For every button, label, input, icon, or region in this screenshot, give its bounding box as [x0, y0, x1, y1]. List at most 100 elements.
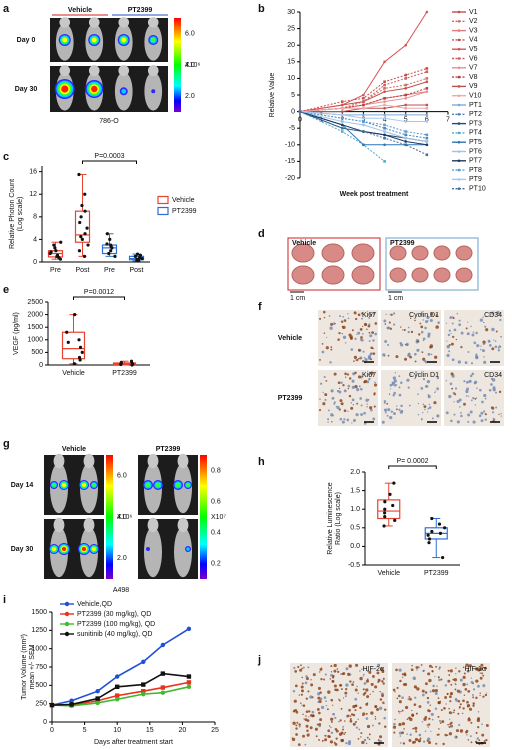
mouse: [50, 462, 68, 514]
y-tick-label: 1000: [31, 646, 47, 653]
cell: [448, 674, 451, 676]
series-line: [299, 67, 428, 113]
cell: [481, 400, 484, 404]
cell: [479, 667, 482, 670]
colorbar-unit: X10⁶: [117, 514, 132, 521]
cell: [448, 329, 451, 332]
cell: [485, 328, 489, 332]
marker: [383, 83, 386, 87]
cell: [458, 323, 462, 327]
cell: [393, 391, 397, 395]
panel-label: c: [3, 151, 9, 163]
marker: [404, 97, 408, 100]
cell: [451, 387, 454, 390]
cell: [357, 375, 362, 379]
cell: [367, 398, 370, 401]
cell: [359, 397, 363, 400]
cell: [351, 329, 354, 332]
cell: [381, 702, 384, 704]
cell: [408, 739, 412, 742]
cell: [435, 742, 438, 745]
series-line: [299, 111, 428, 156]
cell: [466, 700, 469, 704]
cell: [337, 381, 341, 385]
cell: [377, 743, 381, 746]
cell: [411, 709, 413, 712]
signal: [81, 546, 87, 552]
series-line: [300, 104, 427, 113]
cell: [298, 725, 301, 728]
cell: [491, 347, 495, 351]
cell: [472, 702, 475, 705]
cell: [481, 349, 485, 353]
cell: [382, 353, 386, 357]
cell: [373, 383, 378, 387]
cell: [458, 398, 462, 402]
cell: [374, 716, 377, 718]
legend-label: V9: [469, 83, 478, 90]
cell: [500, 335, 502, 338]
legend-marker: [457, 57, 461, 60]
cell: [382, 702, 385, 705]
marker: [425, 153, 429, 157]
marker: [425, 120, 429, 123]
group-label: PT2399: [390, 240, 415, 247]
cell: [424, 408, 426, 411]
cell: [356, 333, 358, 335]
cell: [379, 691, 381, 693]
cell: [394, 691, 396, 693]
cell: [475, 353, 478, 356]
cell: [477, 726, 480, 729]
cell: [346, 373, 350, 376]
data-point: [83, 232, 87, 236]
cell: [362, 688, 365, 691]
cell: [360, 336, 363, 339]
cell: [340, 320, 344, 323]
data-point: [426, 533, 430, 537]
cell: [478, 388, 482, 392]
cell: [479, 318, 483, 322]
cell: [482, 340, 486, 344]
tumor: [455, 245, 473, 261]
x-tick-label: Vehicle: [377, 570, 400, 577]
cell: [491, 384, 493, 386]
cell: [371, 331, 374, 335]
cell: [452, 315, 454, 318]
marker: [362, 93, 365, 97]
cell: [480, 411, 484, 415]
cell: [428, 678, 432, 683]
colorbar-tick-label: 0.4: [211, 529, 221, 536]
cell: [368, 738, 371, 741]
cell: [330, 673, 334, 677]
cell: [450, 332, 452, 335]
scale-label: 1 cm: [388, 295, 403, 302]
cell: [407, 326, 410, 329]
cell: [356, 402, 359, 405]
cell: [467, 718, 471, 722]
cell: [441, 720, 445, 724]
cell: [338, 720, 340, 723]
signal: [146, 547, 150, 551]
legend-marker: [457, 20, 461, 23]
mouse-head: [147, 517, 159, 533]
cell: [465, 387, 469, 391]
cell: [297, 665, 300, 669]
tumor: [433, 245, 451, 261]
cell: [348, 664, 352, 668]
marker: [383, 123, 386, 127]
cell: [339, 683, 343, 687]
cell: [426, 701, 430, 704]
cell: [343, 319, 347, 322]
cell: [475, 679, 479, 683]
panel-label: f: [258, 301, 262, 313]
cell: [362, 693, 366, 696]
cell: [449, 669, 453, 673]
cell: [333, 684, 337, 688]
cell: [308, 716, 310, 718]
tumor: [411, 267, 429, 283]
cell: [400, 381, 403, 385]
legend-marker: [457, 85, 461, 88]
cell: [332, 674, 335, 678]
cell: [420, 330, 424, 334]
annotation: P=0.0003: [94, 153, 124, 160]
